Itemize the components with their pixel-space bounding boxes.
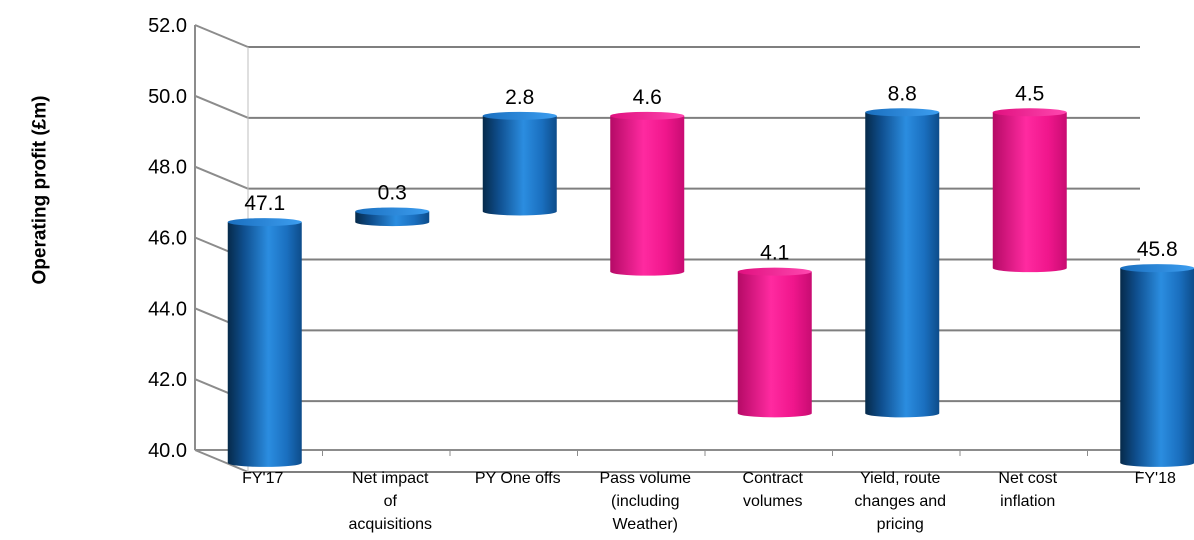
bar-value-label: 2.8 [505,86,534,109]
bar-top [737,267,812,276]
y-tick-label: 50.0 [148,86,187,108]
bar-0 [227,218,302,467]
bar-body [992,112,1067,273]
gridline-slant [194,24,249,48]
bar-2 [482,111,557,216]
y-axis-title-wrap: Operating profit (£m) [18,0,62,380]
bar-value-label: 8.8 [888,82,917,105]
bar-top [865,108,940,117]
gridline-slant [194,165,249,190]
bar-4 [737,267,812,418]
bar-body [482,115,557,216]
bar-top [227,218,302,227]
x-tick-label: Yield, route changes and pricing [854,470,946,533]
bar-value-label: 4.5 [1015,82,1044,105]
bar-top [1120,264,1194,273]
bars [227,108,1194,467]
axes [194,24,1194,473]
bar-5 [865,108,940,418]
bar-top [992,108,1067,117]
bar-body [227,222,302,467]
y-tick-label: 42.0 [148,369,187,391]
bar-body [610,115,685,276]
y-axis-title: Operating profit (£m) [29,95,51,285]
y-tick-label: 52.0 [148,15,187,37]
x-tick-label: Contract volumes [743,470,804,510]
bar-top [482,111,557,120]
bar-6 [992,108,1067,273]
bar-value-label: 4.6 [633,86,662,109]
gridline-slant [194,94,249,119]
x-tick-label: Pass volume (including Weather) [599,470,691,533]
bar-body [865,112,940,418]
bar-top [610,111,685,120]
x-tick-label: FY'17 [242,470,283,487]
y-tick-label: 46.0 [148,228,187,250]
bar-value-label: 0.3 [378,181,407,204]
bar-body [355,211,430,227]
y-tick-label: 48.0 [148,157,187,179]
y-tick-label: 44.0 [148,298,187,320]
x-tick-label: PY One offs [475,470,561,487]
bar-body [737,271,812,418]
bar-body [1120,268,1194,467]
x-tick-label: Net impact of acquisitions [348,470,432,533]
bar-value-label: 4.1 [760,242,789,265]
y-tick-label: 40.0 [148,440,187,462]
x-tick-label: Net cost inflation [998,470,1057,510]
bar-top [355,207,430,216]
gridline-slant [194,449,249,473]
bar-7 [1120,264,1194,467]
bar-value-label: 45.8 [1137,238,1178,261]
bar-value-label: 47.1 [244,192,285,215]
labels: 40.0 42.0 44.0 46.0 48.0 50.0 52.0 47.1 FY'17 0.3… [148,15,1178,533]
bar-1 [355,207,430,227]
x-tick-label: FY'18 [1135,470,1176,487]
bar-3 [610,111,685,276]
